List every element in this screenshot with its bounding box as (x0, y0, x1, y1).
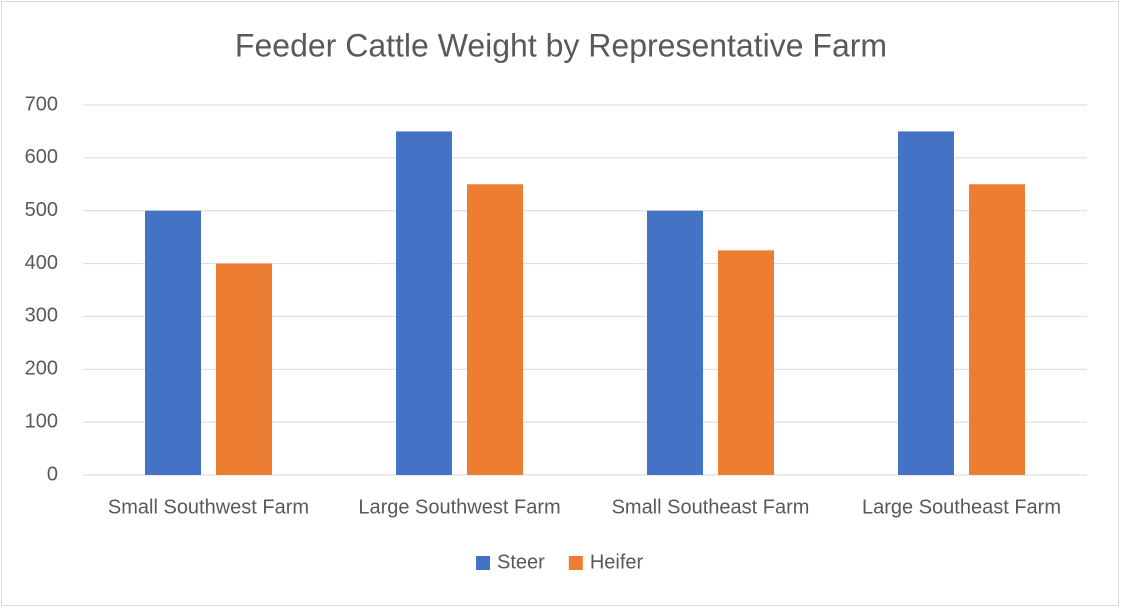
x-tick-label: Small Southwest Farm (108, 496, 309, 518)
bar (718, 250, 774, 475)
legend-swatch (568, 556, 583, 570)
y-tick-label: 100 (25, 410, 58, 432)
bar (467, 184, 523, 476)
legend-swatch (476, 556, 490, 570)
x-tick-label: Small Southeast Farm (612, 496, 810, 518)
x-tick-label: Large Southeast Farm (862, 496, 1061, 518)
bar (647, 210, 703, 475)
bar (145, 210, 201, 475)
y-tick-label: 300 (25, 305, 58, 327)
legend-label: Heifer (590, 551, 644, 573)
y-tick-label: 400 (25, 252, 58, 274)
x-tick-label: Large Southwest Farm (358, 496, 560, 518)
y-tick-label: 600 (25, 146, 58, 168)
y-tick-label: 500 (25, 199, 58, 221)
legend-label: Steer (497, 551, 545, 573)
bar (898, 131, 954, 475)
y-tick-label: 200 (25, 358, 58, 380)
bar (396, 131, 452, 475)
y-tick-label: 0 (47, 463, 58, 485)
bar (216, 263, 272, 475)
bar (969, 184, 1025, 476)
y-tick-label: 700 (25, 93, 58, 115)
chart-title: Feeder Cattle Weight by Representative F… (235, 27, 887, 63)
